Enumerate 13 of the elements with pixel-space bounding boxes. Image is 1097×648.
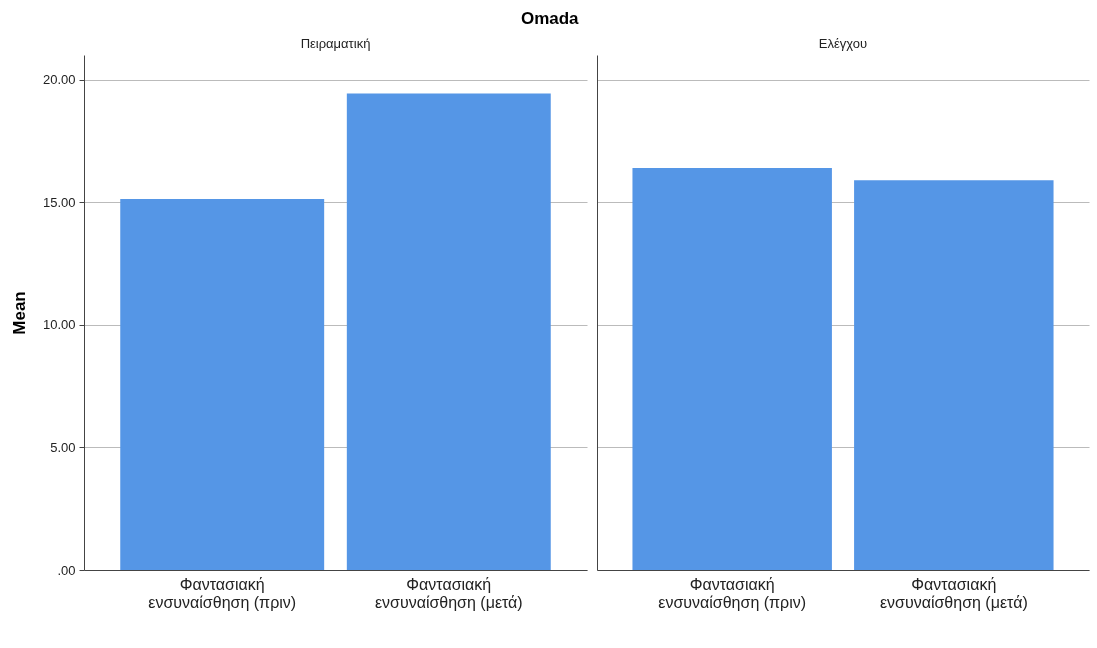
x-tick-label: Φαντασιακή ενσυναίσθηση (πριν) xyxy=(658,575,807,611)
x-tick-label: Φαντασιακή ενσυναίσθηση (μετά) xyxy=(374,575,523,611)
x-tick-label: Φαντασιακή ενσυναίσθηση (μετά) xyxy=(879,575,1028,611)
y-tick-label: 10.00 xyxy=(42,317,76,333)
y-tick-label: .00 xyxy=(57,562,76,578)
chart-subtitle: Πειραματική xyxy=(300,36,371,51)
y-tick-label: 20.00 xyxy=(42,72,76,88)
chart-title: Omada xyxy=(520,9,580,28)
y-tick-label: 15.00 xyxy=(42,194,76,210)
y-tick-label: 5.00 xyxy=(50,439,76,455)
y-axis-title: Mean xyxy=(9,291,29,335)
x-tick-label: Φαντασιακή ενσυναίσθηση (πριν) xyxy=(148,575,297,611)
chart-subtitle: Ελέγχου xyxy=(818,36,868,51)
